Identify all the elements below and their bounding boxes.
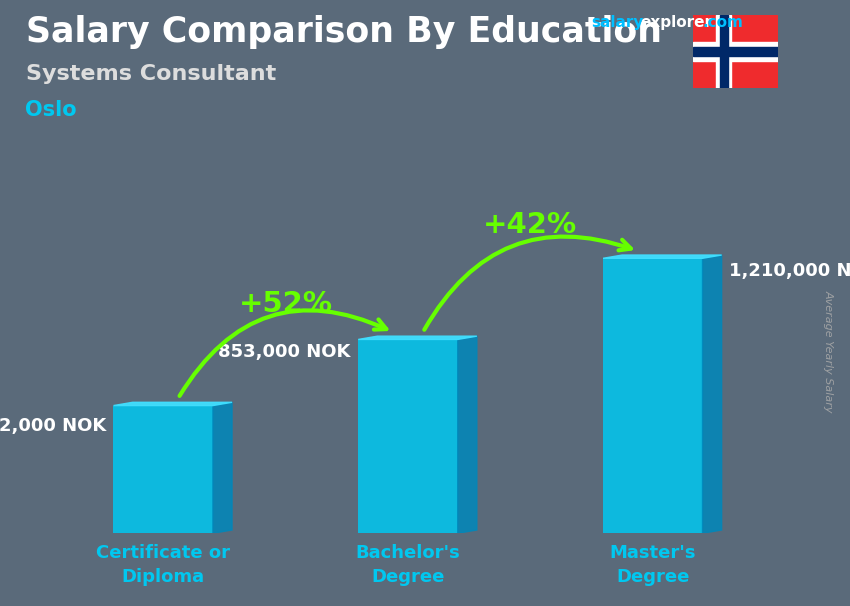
Text: salary: salary	[591, 15, 643, 30]
FancyBboxPatch shape	[113, 405, 212, 533]
FancyBboxPatch shape	[358, 339, 457, 533]
Polygon shape	[358, 336, 477, 339]
Text: +42%: +42%	[484, 211, 577, 239]
Text: Oslo: Oslo	[26, 100, 77, 120]
Text: explorer: explorer	[640, 15, 712, 30]
Polygon shape	[457, 336, 477, 533]
FancyBboxPatch shape	[603, 258, 702, 533]
Bar	[693, 47, 778, 56]
Polygon shape	[603, 255, 722, 258]
Text: Systems Consultant: Systems Consultant	[26, 64, 275, 84]
Bar	[693, 42, 778, 61]
Text: 853,000 NOK: 853,000 NOK	[218, 343, 350, 361]
Text: +52%: +52%	[239, 290, 332, 318]
Text: Salary Comparison By Education: Salary Comparison By Education	[26, 15, 661, 49]
Text: .com: .com	[702, 15, 743, 30]
Polygon shape	[702, 255, 722, 533]
Polygon shape	[113, 402, 232, 405]
Bar	[720, 15, 728, 88]
Text: Average Yearly Salary: Average Yearly Salary	[824, 290, 834, 413]
Text: 1,210,000 NOK: 1,210,000 NOK	[729, 262, 850, 280]
Polygon shape	[212, 402, 232, 533]
Bar	[716, 15, 731, 88]
Text: 562,000 NOK: 562,000 NOK	[0, 417, 105, 435]
